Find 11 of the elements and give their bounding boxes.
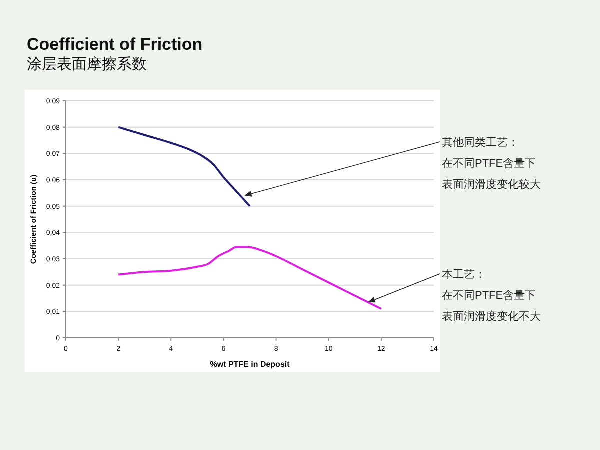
x-axis-title: %wt PTFE in Deposit: [210, 360, 290, 369]
line-series: [118, 246, 382, 310]
chart-title: Coefficient of Friction: [27, 35, 203, 54]
annotation: 本工艺：: [442, 268, 486, 281]
line-series: [118, 126, 251, 208]
text: 在不同PTFE含量下: [442, 157, 536, 170]
text: 在不同PTFE含量下: [442, 289, 536, 302]
annotation: 其他同类工艺：: [442, 136, 519, 149]
chart-subtitle: 涂层表面摩擦系数: [27, 56, 147, 73]
text: 表面润滑度变化不大: [442, 310, 541, 323]
text: 表面润滑度变化较大: [442, 178, 541, 191]
